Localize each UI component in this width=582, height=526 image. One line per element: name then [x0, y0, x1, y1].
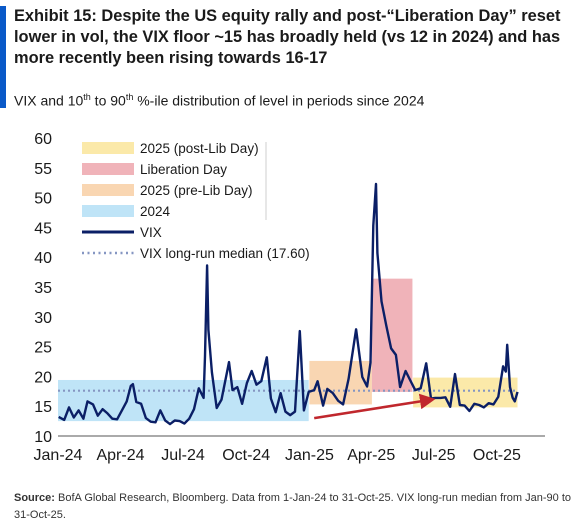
- source-label: Source:: [14, 492, 55, 504]
- x-tick-label: Apr-25: [347, 447, 395, 464]
- legend-label: VIX long-run median (17.60): [140, 246, 310, 261]
- x-tick-label: Jul-25: [412, 447, 456, 464]
- legend-label: VIX: [140, 225, 162, 240]
- x-tick-label: Jan-25: [285, 447, 334, 464]
- y-tick-label: 50: [34, 191, 52, 208]
- y-tick-label: 60: [34, 131, 52, 148]
- source-note: Source: BofA Global Research, Bloomberg.…: [14, 490, 574, 524]
- y-tick-label: 15: [34, 399, 52, 416]
- legend-label: 2024: [140, 204, 171, 219]
- subtitle-part: to 90: [90, 92, 126, 109]
- y-tick-label: 25: [34, 340, 52, 357]
- y-tick-label: 30: [34, 310, 52, 327]
- vix-line: [58, 182, 519, 426]
- subtitle-part: VIX and 10: [14, 92, 84, 109]
- legend-swatch: [82, 142, 134, 154]
- rising-floor-arrow: [314, 393, 436, 420]
- legend-swatch: [82, 184, 134, 196]
- y-tick-label: 55: [34, 161, 52, 178]
- x-tick-label: Oct-24: [222, 447, 270, 464]
- legend-swatch: [82, 205, 134, 217]
- x-tick-label: Jul-24: [161, 447, 205, 464]
- x-tick-label: Jan-24: [34, 447, 83, 464]
- legend: 2025 (post-Lib Day) Liberation Day 2025 (p…: [82, 141, 310, 261]
- x-tick-label: Oct-25: [473, 447, 521, 464]
- axes: 10 15 20 25 30 35 40 45 50 55 60 Jan-24 Apr-24 Jul-24…: [34, 131, 545, 464]
- y-tick-label: 10: [34, 429, 52, 446]
- legend-label: 2025 (post-Lib Day): [140, 141, 259, 156]
- source-text: BofA Global Research, Bloomberg. Data fr…: [14, 492, 571, 521]
- legend-label: 2025 (pre-Lib Day): [140, 183, 253, 198]
- y-tick-label: 45: [34, 220, 52, 237]
- vix-chart: 10 15 20 25 30 35 40 45 50 55 60 Jan-24 Apr-24 Jul-24…: [34, 131, 545, 464]
- x-tick-label: Apr-24: [96, 447, 144, 464]
- title-accent-bar: [0, 6, 6, 108]
- vix-line-layer: [58, 182, 519, 426]
- subtitle-sup: th: [125, 92, 134, 102]
- subtitle-part: %-ile distribution of level in periods s…: [133, 92, 425, 109]
- annotations: [314, 393, 436, 420]
- exhibit-subtitle: VIX and 10th to 90th %-ile distribution …: [14, 92, 424, 109]
- legend-label: Liberation Day: [140, 162, 227, 177]
- exhibit-title: Exhibit 15: Despite the US equity rally …: [14, 7, 561, 67]
- y-tick-label: 20: [34, 369, 52, 386]
- subtitle-sup: th: [83, 92, 91, 102]
- legend-swatch: [82, 163, 134, 175]
- y-tick-label: 35: [34, 280, 52, 297]
- y-tick-label: 40: [34, 250, 52, 267]
